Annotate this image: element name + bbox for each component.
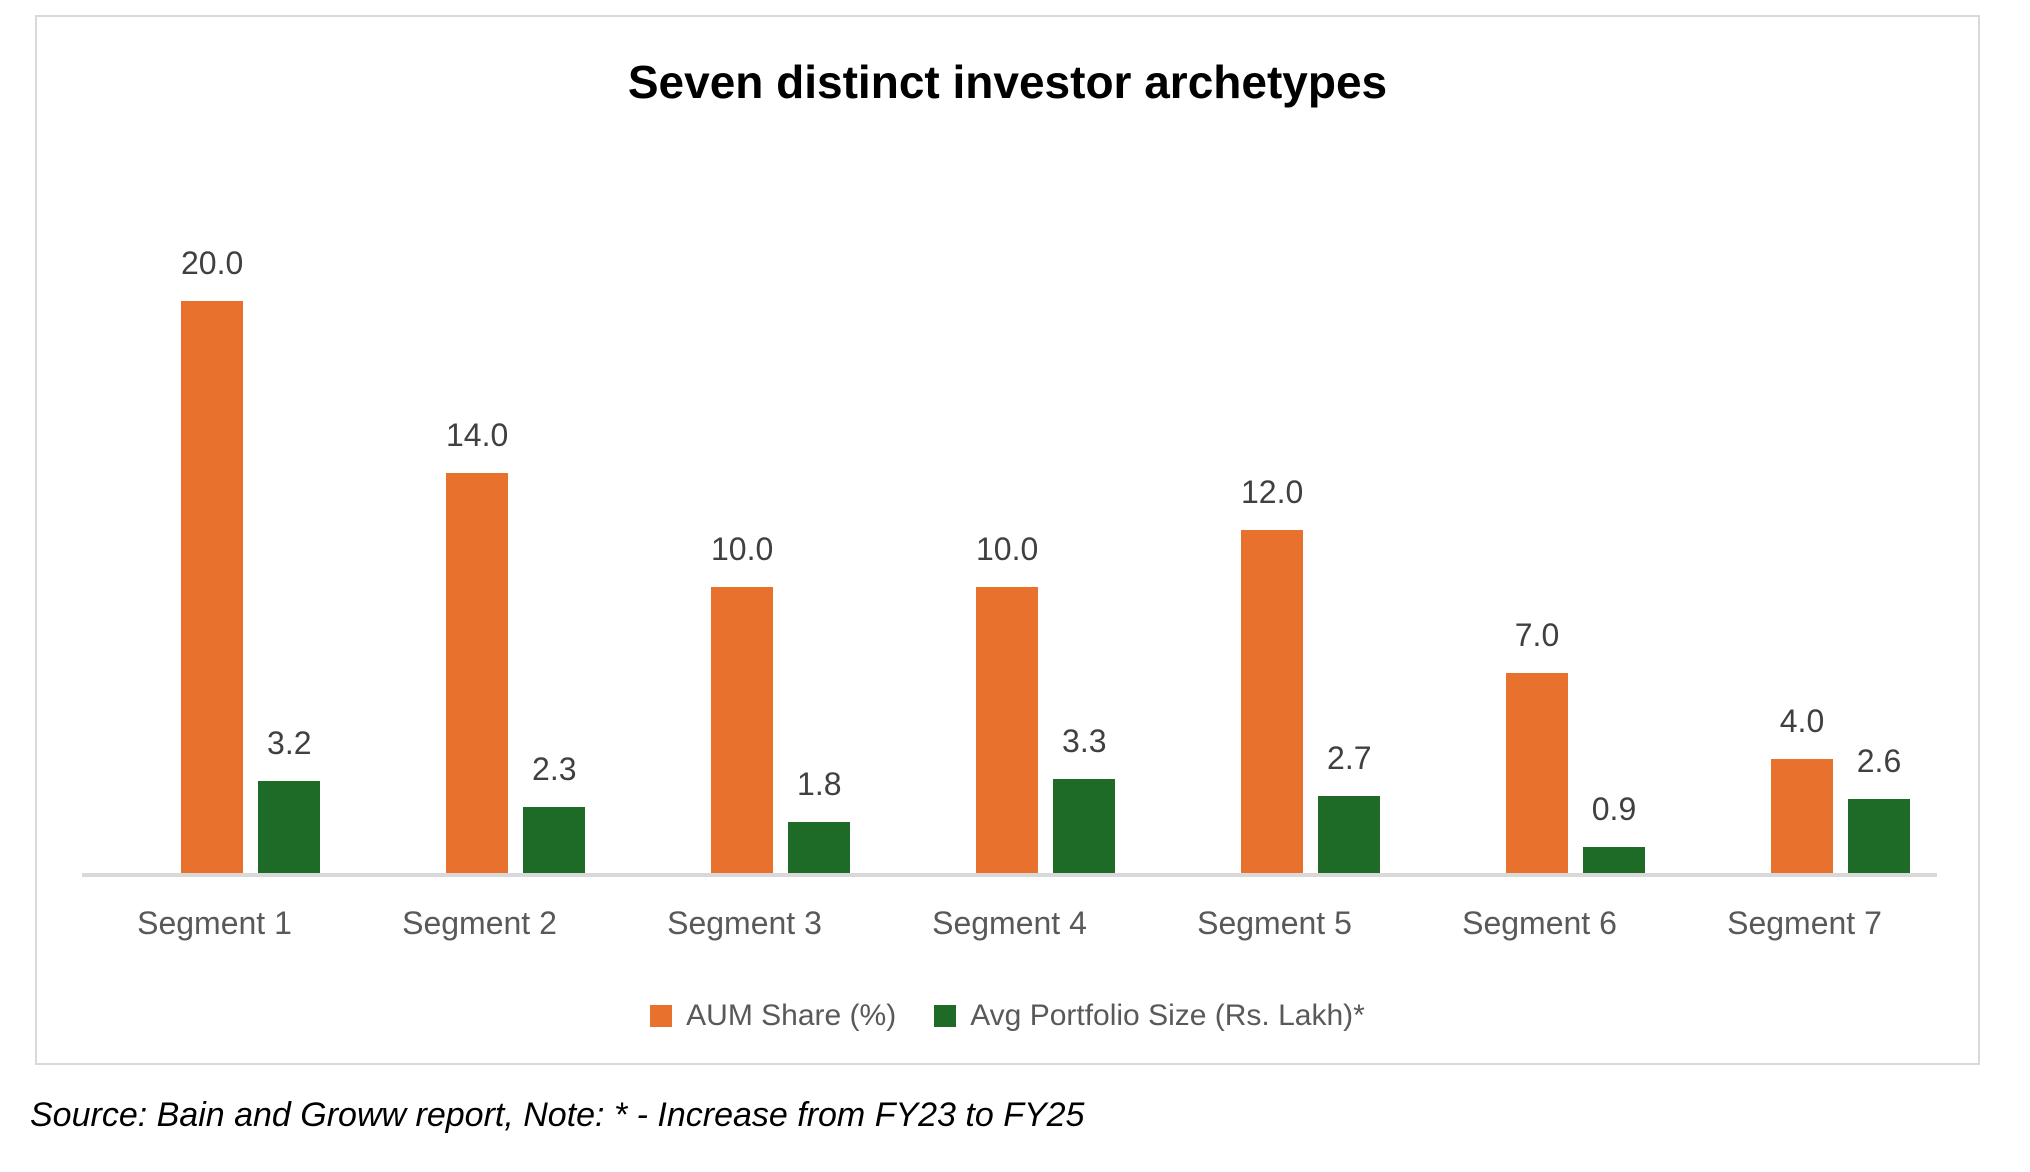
legend-swatch-icon bbox=[650, 1005, 673, 1027]
category-label: Segment 6 bbox=[1462, 905, 1617, 941]
data-label: 7.0 bbox=[1514, 616, 1560, 653]
portfolio-size-bar bbox=[1318, 796, 1381, 873]
portfolio-size-bar-group: 1.8 bbox=[788, 765, 851, 873]
data-label: 0.9 bbox=[1591, 790, 1637, 827]
category-label: Segment 7 bbox=[1727, 905, 1882, 941]
x-axis-labels: Segment 1 Segment 2 Segment 3 Segment 4 Segm… bbox=[82, 905, 1937, 942]
data-label: 3.3 bbox=[1062, 722, 1107, 759]
category-label: Segment 4 bbox=[932, 905, 1087, 941]
category-slot: 14.0 2.3 bbox=[347, 165, 612, 873]
legend-label: Avg Portfolio Size (Rs. Lakh)* bbox=[970, 999, 1365, 1032]
aum-share-bar bbox=[1506, 673, 1568, 873]
legend-item-aum-share: AUM Share (%) bbox=[650, 999, 896, 1033]
category-slot: 10.0 1.8 bbox=[612, 165, 877, 873]
bar-cluster: 20.0 3.2 bbox=[181, 244, 321, 873]
legend: AUM Share (%) Avg Portfolio Size (Rs. Lak… bbox=[37, 999, 1978, 1033]
portfolio-size-bar bbox=[1583, 847, 1645, 873]
data-label: 4.0 bbox=[1779, 702, 1825, 739]
aum-share-bar-group: 4.0 bbox=[1771, 702, 1833, 873]
data-label: 1.8 bbox=[797, 765, 842, 802]
aum-share-bar bbox=[1771, 759, 1833, 873]
category-slot: 7.0 0.9 bbox=[1407, 165, 1672, 873]
aum-share-bar-group: 10.0 bbox=[976, 530, 1039, 873]
chart-title: Seven distinct investor archetypes bbox=[627, 56, 1388, 108]
bar-cluster: 10.0 1.8 bbox=[711, 530, 851, 873]
category-slot: 20.0 3.2 bbox=[82, 165, 347, 873]
data-label: 14.0 bbox=[446, 416, 509, 453]
category-label: Segment 1 bbox=[137, 905, 292, 941]
aum-share-bar bbox=[711, 587, 774, 873]
portfolio-size-bar-group: 2.6 bbox=[1848, 742, 1910, 873]
legend-label: AUM Share (%) bbox=[686, 999, 897, 1032]
portfolio-size-bar bbox=[1053, 779, 1116, 873]
category-label: Segment 2 bbox=[402, 905, 557, 941]
bar-cluster: 12.0 2.7 bbox=[1241, 473, 1381, 873]
legend-item-portfolio-size: Avg Portfolio Size (Rs. Lakh)* bbox=[934, 999, 1365, 1033]
aum-share-bar-group: 14.0 bbox=[446, 416, 509, 873]
category-slot: 10.0 3.3 bbox=[877, 165, 1142, 873]
portfolio-size-bar-group: 0.9 bbox=[1583, 790, 1645, 873]
portfolio-size-bar bbox=[258, 781, 321, 873]
x-axis-line bbox=[82, 873, 1937, 877]
aum-share-bar bbox=[181, 301, 244, 873]
chart-box: Seven distinct investor archetypes 20.0 3… bbox=[35, 15, 1980, 1065]
aum-share-bar-group: 10.0 bbox=[711, 530, 774, 873]
portfolio-size-bar-group: 2.7 bbox=[1318, 739, 1381, 873]
data-label: 12.0 bbox=[1241, 473, 1304, 510]
aum-share-bar bbox=[1241, 530, 1304, 873]
portfolio-size-bar bbox=[523, 807, 586, 873]
source-note: Source: Bain and Groww report, Note: * -… bbox=[30, 1096, 1085, 1134]
data-label: 2.3 bbox=[532, 750, 577, 787]
bar-cluster: 4.0 2.6 bbox=[1771, 702, 1910, 873]
portfolio-size-bar bbox=[1848, 799, 1910, 873]
data-label: 3.2 bbox=[267, 724, 312, 761]
portfolio-size-bar-group: 2.3 bbox=[523, 750, 586, 873]
aum-share-bar-group: 7.0 bbox=[1506, 616, 1568, 873]
portfolio-size-bar-group: 3.3 bbox=[1053, 722, 1116, 873]
plot-area: 20.0 3.2 14.0 2.3 10.0 1.8 10.0 3.3 12.0 2.7 7.0 0.… bbox=[82, 165, 1937, 873]
portfolio-size-bar-group: 3.2 bbox=[258, 724, 321, 873]
aum-share-bar-group: 20.0 bbox=[181, 244, 244, 873]
bar-cluster: 7.0 0.9 bbox=[1506, 616, 1645, 873]
portfolio-size-bar bbox=[788, 822, 851, 873]
data-label: 10.0 bbox=[976, 530, 1039, 567]
category-slot: 4.0 2.6 bbox=[1672, 165, 1937, 873]
legend-swatch-icon bbox=[934, 1005, 957, 1027]
aum-share-bar bbox=[976, 587, 1039, 873]
bar-cluster: 10.0 3.3 bbox=[976, 530, 1116, 873]
data-label: 20.0 bbox=[181, 244, 244, 281]
bar-cluster: 14.0 2.3 bbox=[446, 416, 586, 873]
category-label: Segment 5 bbox=[1197, 905, 1352, 941]
category-slot: 12.0 2.7 bbox=[1142, 165, 1407, 873]
data-label: 2.7 bbox=[1327, 739, 1372, 776]
data-label: 10.0 bbox=[711, 530, 774, 567]
aum-share-bar bbox=[446, 473, 509, 873]
category-label: Segment 3 bbox=[667, 905, 822, 941]
data-label: 2.6 bbox=[1856, 742, 1902, 779]
aum-share-bar-group: 12.0 bbox=[1241, 473, 1304, 873]
